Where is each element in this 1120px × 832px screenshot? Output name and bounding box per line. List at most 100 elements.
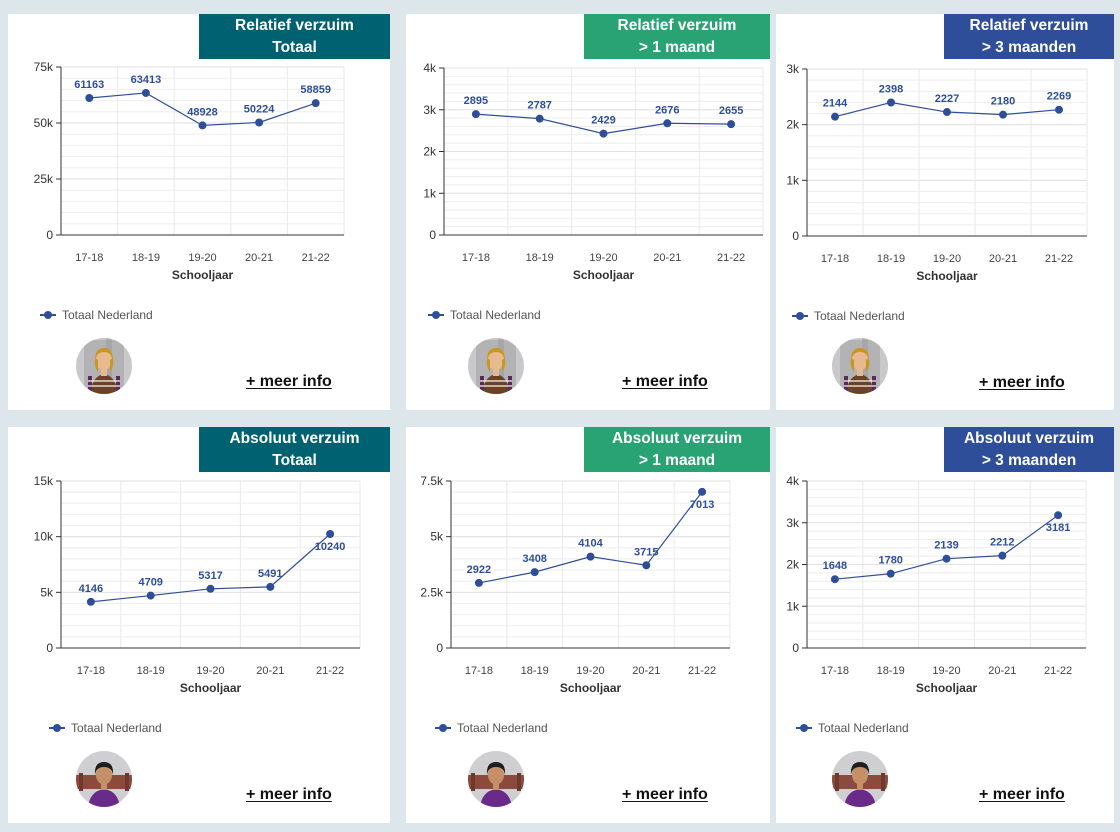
y-tick-label: 0 bbox=[436, 641, 443, 655]
legend-label: Totaal Nederland bbox=[71, 721, 162, 735]
line-chart: 0 1k 2k 3k 4k 17-18 18-19 19-20 20-21 21-22 School… bbox=[786, 474, 1087, 695]
x-tick-label: 18-19 bbox=[526, 252, 554, 264]
x-tick-label: 19-20 bbox=[188, 252, 216, 264]
x-tick-label: 20-21 bbox=[989, 253, 1017, 265]
more-info-link[interactable]: + meer info bbox=[246, 786, 332, 803]
legend-label: Totaal Nederland bbox=[818, 721, 909, 735]
x-tick-label: 20-21 bbox=[256, 665, 284, 677]
x-tick-label: 20-21 bbox=[988, 665, 1016, 677]
x-tick-label: 21-22 bbox=[717, 252, 745, 264]
data-label: 2180 bbox=[991, 96, 1015, 108]
chart-title-line-2: > 1 maand bbox=[638, 39, 716, 56]
legend[interactable]: Totaal Nederland bbox=[40, 308, 153, 322]
data-label: 3715 bbox=[634, 546, 658, 558]
chart-title-line-2: > 3 maanden bbox=[981, 39, 1077, 56]
line-chart: 0 1k 2k 3k 17-18 18-19 19-20 20-21 21-22 Schoolja… bbox=[786, 62, 1088, 283]
data-label: 10240 bbox=[315, 541, 346, 553]
y-tick-label: 4k bbox=[786, 474, 800, 488]
student-boy-icon bbox=[468, 751, 524, 807]
y-tick-label: 7.5k bbox=[420, 474, 444, 488]
legend[interactable]: Totaal Nederland bbox=[792, 309, 905, 323]
y-tick-label: 15k bbox=[34, 474, 54, 488]
legend[interactable]: Totaal Nederland bbox=[435, 721, 548, 735]
y-tick-label: 5k bbox=[40, 585, 54, 599]
more-info-link[interactable]: + meer info bbox=[622, 373, 708, 390]
data-point bbox=[141, 88, 150, 97]
data-point bbox=[326, 529, 335, 538]
y-tick-label: 2.5k bbox=[420, 585, 444, 599]
data-label: 61163 bbox=[74, 79, 104, 91]
data-label: 2398 bbox=[879, 84, 903, 96]
chart-title: Absoluut verzuim > 3 maanden bbox=[944, 427, 1114, 472]
more-info-link[interactable]: + meer info bbox=[979, 374, 1065, 391]
data-label: 58859 bbox=[300, 84, 331, 96]
data-point bbox=[698, 487, 707, 496]
data-point bbox=[471, 110, 480, 119]
more-info-link[interactable]: + meer info bbox=[246, 373, 332, 390]
chart-title-line-1: Relatief verzuim bbox=[235, 17, 354, 34]
data-label: 2787 bbox=[527, 100, 551, 112]
data-label: 5317 bbox=[198, 570, 222, 582]
data-label: 4709 bbox=[138, 577, 162, 589]
y-tick-label: 2k bbox=[786, 118, 800, 132]
data-label: 4146 bbox=[79, 583, 103, 595]
x-tick-label: 18-19 bbox=[132, 252, 160, 264]
data-label: 3408 bbox=[522, 553, 546, 565]
chart-title-line-2: > 1 maand bbox=[638, 452, 716, 469]
x-tick-label: 21-22 bbox=[302, 252, 330, 264]
legend-marker-icon bbox=[428, 311, 444, 319]
data-label: 1648 bbox=[823, 560, 847, 572]
line-chart: 0 1k 2k 3k 4k 17-18 18-19 19-20 20-21 21-22 School… bbox=[423, 61, 764, 282]
chart-card-absoluut-1-maand: Absoluut verzuim > 1 maand 0 2.5k 5k 7.5k 17-1… bbox=[406, 427, 770, 823]
data-label: 2676 bbox=[655, 104, 679, 116]
y-tick-label: 1k bbox=[786, 173, 800, 187]
data-point bbox=[266, 582, 275, 591]
data-point bbox=[586, 552, 595, 561]
data-label: 2429 bbox=[591, 115, 615, 127]
chart-card-absoluut-3-maanden: Absoluut verzuim > 3 maanden 0 1k 2k 3k 4k 17-1… bbox=[776, 427, 1114, 823]
line-chart: 0 5k 10k 15k 17-18 18-19 19-20 20-21 21-22 School… bbox=[34, 474, 361, 695]
chart-title: Relatief verzuim > 1 maand bbox=[584, 14, 770, 59]
x-tick-label: 21-22 bbox=[1045, 253, 1073, 265]
y-tick-label: 3k bbox=[786, 62, 800, 76]
y-tick-label: 3k bbox=[423, 103, 437, 117]
x-tick-label: 19-20 bbox=[196, 665, 224, 677]
data-label: 5491 bbox=[258, 568, 282, 580]
legend-marker-icon bbox=[40, 311, 56, 319]
y-tick-label: 1k bbox=[423, 186, 437, 200]
legend[interactable]: Totaal Nederland bbox=[49, 721, 162, 735]
y-tick-label: 1k bbox=[786, 599, 800, 613]
chart-title-line-1: Absoluut verzuim bbox=[611, 430, 743, 447]
data-point bbox=[942, 554, 951, 563]
y-tick-label: 5k bbox=[430, 530, 444, 544]
x-tick-label: 17-18 bbox=[77, 665, 105, 677]
more-info-link[interactable]: + meer info bbox=[979, 786, 1065, 803]
x-tick-label: 18-19 bbox=[137, 665, 165, 677]
line-chart: 0 2.5k 5k 7.5k 17-18 18-19 19-20 20-21 21-22 Scho… bbox=[420, 474, 731, 695]
y-tick-label: 0 bbox=[792, 641, 799, 655]
data-point bbox=[831, 112, 839, 121]
chart-title: Absoluut verzuim Totaal bbox=[199, 427, 390, 472]
data-label: 2655 bbox=[719, 105, 743, 117]
legend-label: Totaal Nederland bbox=[62, 308, 153, 322]
x-axis-title: Schooljaar bbox=[916, 269, 978, 283]
chart-title-line-1: Absoluut verzuim bbox=[229, 430, 360, 447]
data-label: 7013 bbox=[690, 499, 714, 511]
x-tick-label: 17-18 bbox=[462, 252, 490, 264]
legend-marker-icon bbox=[792, 312, 808, 320]
x-tick-label: 19-20 bbox=[933, 253, 961, 265]
data-point bbox=[642, 561, 651, 570]
y-tick-label: 3k bbox=[786, 516, 800, 530]
more-info-link[interactable]: + meer info bbox=[622, 786, 708, 803]
student-girl-icon bbox=[468, 338, 524, 394]
y-tick-label: 0 bbox=[46, 228, 53, 242]
x-tick-label: 17-18 bbox=[821, 665, 849, 677]
data-point bbox=[999, 110, 1007, 119]
chart-title: Relatief verzuim Totaal bbox=[199, 14, 390, 59]
legend[interactable]: Totaal Nederland bbox=[796, 721, 909, 735]
data-point bbox=[85, 93, 94, 102]
data-label: 2212 bbox=[990, 537, 1014, 549]
legend[interactable]: Totaal Nederland bbox=[428, 308, 541, 322]
data-point bbox=[535, 114, 544, 123]
data-point bbox=[663, 119, 672, 128]
